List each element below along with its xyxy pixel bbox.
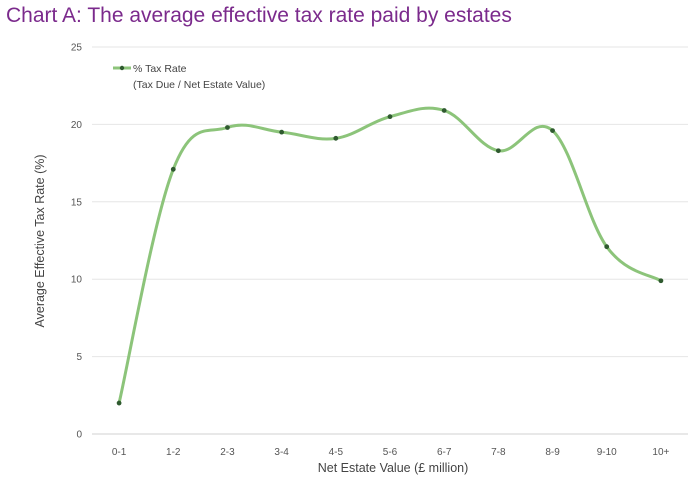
data-point <box>387 114 393 120</box>
x-tick-label: 5-6 <box>383 447 398 458</box>
legend-marker <box>119 65 125 71</box>
series-layer <box>116 106 664 406</box>
data-point <box>495 148 501 154</box>
x-tick-label: 2-3 <box>220 447 235 458</box>
x-axis-label: Net Estate Value (£ million) <box>318 461 469 475</box>
x-tick-label: 6-7 <box>437 447 452 458</box>
y-axis-ticks: 0 5 10 15 20 25 <box>71 43 83 441</box>
data-point <box>170 166 176 172</box>
y-tick-label: 0 <box>76 430 82 441</box>
y-tick-label: 20 <box>71 120 83 131</box>
y-tick-label: 25 <box>71 43 83 54</box>
data-point <box>550 128 555 133</box>
x-tick-label: 8-9 <box>545 447 560 458</box>
legend-label-series: % Tax Rate <box>133 63 187 75</box>
data-point <box>333 135 339 141</box>
y-tick-label: 10 <box>71 275 83 286</box>
x-tick-label: 0-1 <box>112 447 127 458</box>
chart-title: Chart A: The average effective tax rate … <box>6 4 512 27</box>
data-point <box>658 278 664 284</box>
data-point <box>116 400 122 406</box>
data-point <box>441 108 447 113</box>
y-axis-label: Average Effective Tax Rate (%) <box>33 154 47 327</box>
y-tick-label: 15 <box>71 197 83 208</box>
x-tick-label: 7-8 <box>491 447 506 458</box>
x-tick-label: 1-2 <box>166 447 181 458</box>
x-axis-ticks: 0-1 1-2 2-3 3-4 4-5 5-6 6-7 7-8 8-9 9-10 10+ <box>112 447 670 458</box>
legend-label-series-detail: (Tax Due / Net Estate Value) <box>133 79 265 91</box>
x-tick-label: 3-4 <box>274 447 289 458</box>
y-tick-label: 5 <box>76 352 82 363</box>
data-point <box>604 244 610 250</box>
data-point <box>225 125 230 130</box>
x-tick-label: 4-5 <box>329 447 344 458</box>
x-tick-label: 10+ <box>652 447 669 458</box>
series-line <box>117 106 663 405</box>
legend: % Tax Rate (Tax Due / Net Estate Value) <box>113 63 265 91</box>
data-point <box>279 129 285 135</box>
x-tick-label: 9-10 <box>597 447 617 458</box>
gridlines <box>92 46 688 435</box>
